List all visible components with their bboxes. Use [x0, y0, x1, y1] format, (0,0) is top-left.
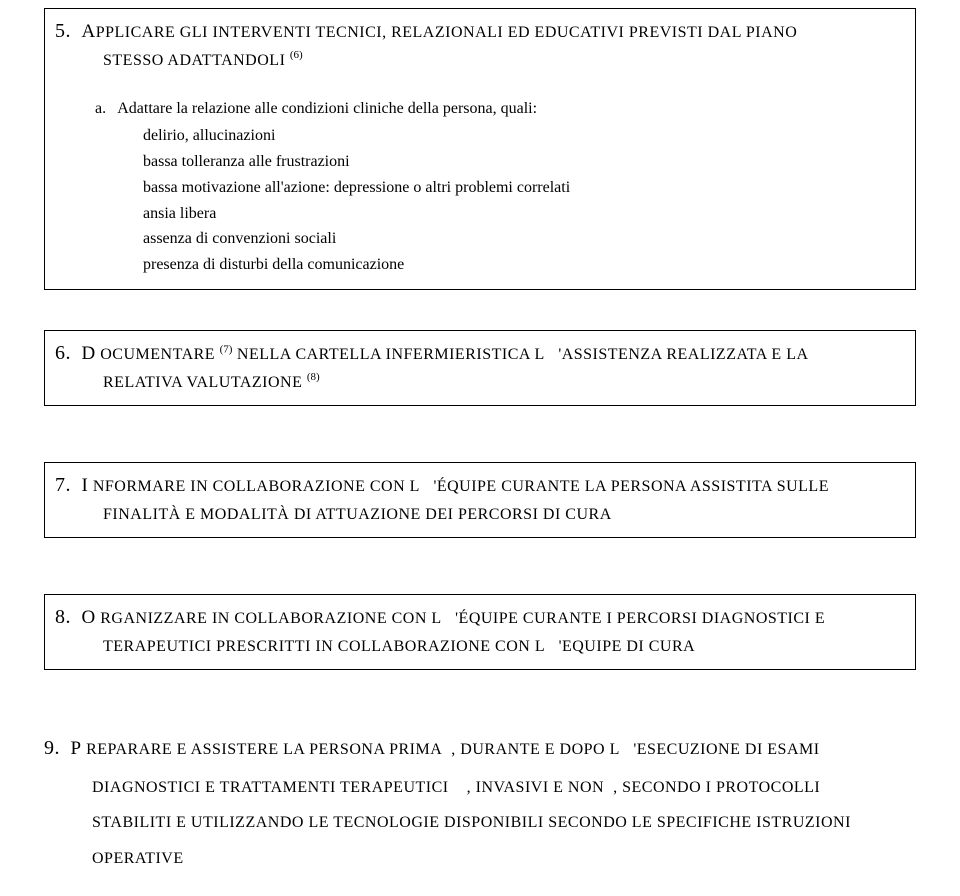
section-9-lead: P — [71, 738, 82, 759]
section-5-sublist-a: a. Adattare la relazione alle condizioni… — [95, 97, 905, 278]
section-9-number: 9. — [44, 737, 60, 759]
list-item: bassa tolleranza alle frustrazioni — [143, 150, 905, 175]
section-6-number: 6. — [55, 342, 71, 364]
section-7-line2: FINALITÀ E MODALITÀ DI ATTUAZIONE DEI PE… — [55, 506, 612, 523]
section-6-sup8: (8) — [307, 371, 320, 383]
section-7-l1a: NFORMARE IN COLLABORAZIONE CON L — [88, 478, 420, 495]
section-5-box: 5. APPLICARE GLI INTERVENTI TECNICI, REL… — [44, 8, 916, 290]
section-9-l1b: , DURANTE E DOPO L — [451, 741, 620, 758]
document-page: 5. APPLICARE GLI INTERVENTI TECNICI, REL… — [0, 0, 960, 896]
section-9-l2c: , SECONDO I PROTOCOLLI — [613, 779, 820, 796]
section-7-l1b: 'ÉQUIPE CURANTE LA PERSONA ASSISTITA SUL… — [433, 478, 829, 495]
section-9-l2a: DIAGNOSTICI E TRATTAMENTI TERAPEUTICI — [44, 779, 449, 796]
section-6-t2: NELLA CARTELLA INFERMIERISTICA L — [232, 346, 544, 363]
section-5-sup: (6) — [290, 49, 303, 61]
section-5-leadcap: A — [82, 21, 96, 42]
section-9-l2b: , INVASIVI E NON — [467, 779, 604, 796]
section-5-title-line2: STESSO ADATTANDOLI — [55, 52, 285, 69]
section-5-title: 5. APPLICARE GLI INTERVENTI TECNICI, REL… — [55, 15, 905, 73]
section-9-l4: OPERATIVE — [44, 850, 184, 867]
section-8-lead: O — [82, 607, 96, 628]
sublist-a-label: a. — [95, 100, 106, 117]
section-8-box: 8. O RGANIZZARE IN COLLABORAZIONE CON L … — [44, 594, 916, 670]
section-9-l3: STABILITI E UTILIZZANDO LE TECNOLOGIE DI… — [44, 814, 851, 831]
section-9-l1c: 'ESECUZIONE DI ESAMI — [633, 741, 819, 758]
section-8-l2a: TERAPEUTICI PRESCRITTI IN COLLABORAZIONE… — [55, 638, 545, 655]
section-8-l2b: 'EQUIPE DI CURA — [559, 638, 696, 655]
list-item: bassa motivazione all'azione: depression… — [143, 176, 905, 201]
section-5-title-part1: PPLICARE GLI INTERVENTI TECNICI — [96, 24, 382, 41]
list-item: presenza di disturbi della comunicazione — [143, 253, 905, 278]
section-6-box: 6. D OCUMENTARE (7) NELLA CARTELLA INFER… — [44, 330, 916, 406]
section-6-t1: OCUMENTARE — [96, 346, 220, 363]
section-6-sup7: (7) — [220, 344, 233, 356]
section-5-number: 5. — [55, 20, 71, 42]
section-7-box: 7. I NFORMARE IN COLLABORAZIONE CON L 'É… — [44, 462, 916, 538]
list-item: assenza di convenzioni sociali — [143, 227, 905, 252]
section-9: 9. P REPARARE E ASSISTERE LA PERSONA PRI… — [44, 726, 916, 876]
section-5-a-line: a. Adattare la relazione alle condizioni… — [95, 97, 905, 122]
section-8-l1a: RGANIZZARE IN COLLABORAZIONE CON L — [96, 610, 442, 627]
section-6-t3: 'ASSISTENZA REALIZZATA E LA — [558, 346, 808, 363]
section-5-items: delirio, allucinazioni bassa tolleranza … — [95, 124, 905, 278]
section-8-number: 8. — [55, 606, 71, 628]
list-item: delirio, allucinazioni — [143, 124, 905, 149]
section-6-line2: RELATIVA VALUTAZIONE — [55, 374, 302, 391]
sublist-a-text: Adattare la relazione alle condizioni cl… — [117, 100, 537, 117]
section-7-number: 7. — [55, 474, 71, 496]
list-item: ansia libera — [143, 202, 905, 227]
section-6-lead: D — [82, 343, 96, 364]
section-5-title-part2: , RELAZIONALI ED EDUCATIVI PREVISTI DAL … — [382, 24, 797, 41]
section-9-l1a: REPARARE E ASSISTERE LA PERSONA PRIMA — [82, 741, 443, 758]
section-8-l1b: 'ÉQUIPE CURANTE I PERCORSI DIAGNOSTICI E — [455, 610, 825, 627]
